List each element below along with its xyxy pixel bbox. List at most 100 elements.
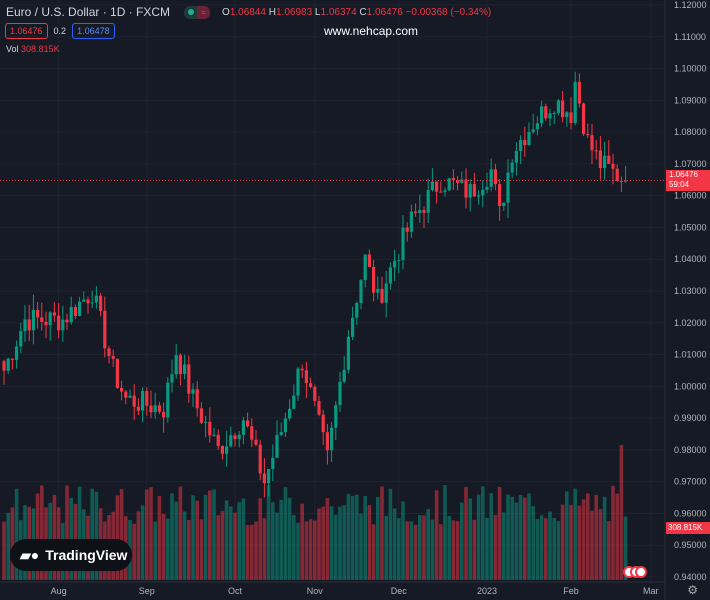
volume-bar: [569, 504, 573, 580]
volume-bar: [497, 487, 502, 580]
volume-bar: [153, 521, 157, 580]
candle-body: [86, 299, 90, 304]
ohlc-values: O1.06844 H1.06983 L1.06374 C1.06476 −0.0…: [222, 6, 492, 18]
y-tick-label: 1.04000: [674, 254, 707, 264]
volume-bar: [405, 521, 409, 580]
x-tick-label: Feb: [563, 586, 579, 596]
x-tick-label: 2023: [477, 586, 497, 596]
volume-bar: [317, 508, 321, 580]
y-tick-label: 1.03000: [674, 286, 707, 296]
volume-bar: [367, 505, 372, 580]
symbol-legend: Euro / U.S. Dollar · 1D · FXCM = O1.0684…: [6, 5, 491, 19]
volume-bar: [350, 495, 355, 580]
candle-body: [380, 288, 384, 303]
candle-body: [502, 202, 506, 207]
candle-body: [577, 81, 581, 104]
candle-body: [422, 210, 426, 213]
volume-bar: [237, 502, 241, 580]
y-tick-label: 1.02000: [674, 318, 707, 328]
candle-body: [2, 361, 6, 371]
candle-body: [220, 446, 224, 454]
candle-body: [166, 382, 170, 418]
volume-bar: [531, 506, 535, 580]
tradingview-icon: ▰●: [20, 546, 40, 563]
volume-bar: [300, 503, 304, 580]
candle-body: [300, 368, 304, 371]
candle-body: [498, 184, 502, 207]
tradingview-logo[interactable]: ▰● TradingView: [10, 539, 132, 571]
candle-body: [569, 112, 573, 123]
volume-bar: [77, 486, 82, 580]
volume-bar: [199, 519, 204, 580]
volume-bar: [489, 493, 493, 580]
candle-body: [283, 418, 287, 433]
volume-bar: [191, 495, 195, 580]
candle-body: [338, 381, 342, 406]
volume-bar: [384, 515, 388, 580]
candle-body: [191, 389, 195, 394]
candle-body: [99, 295, 103, 311]
y-tick-label: 0.98000: [674, 445, 707, 455]
candle-body: [472, 184, 476, 197]
candle-body: [519, 140, 523, 152]
candle-body: [288, 408, 292, 419]
candle-body: [401, 227, 405, 261]
sell-button[interactable]: 1.06476: [5, 23, 48, 39]
volume-bar: [439, 524, 443, 580]
volume-bar: [115, 495, 120, 580]
candle-body: [418, 210, 422, 213]
volume-bar: [392, 508, 397, 580]
candle-body: [267, 469, 271, 484]
candle-body: [535, 123, 539, 130]
y-tick-label: 1.11000: [674, 32, 706, 42]
watermark: www.nehcap.com: [324, 24, 419, 38]
candle-body: [359, 280, 363, 304]
buy-button[interactable]: 1.06478: [72, 23, 115, 39]
volume-bar: [212, 489, 216, 580]
volume-bar: [6, 512, 10, 580]
candle-body: [481, 189, 485, 196]
volume-bar: [182, 511, 187, 580]
market-status-pill[interactable]: =: [184, 5, 211, 19]
candle-body: [342, 369, 346, 382]
candle-body: [409, 211, 413, 232]
candle-body: [258, 444, 262, 474]
candle-body: [506, 172, 510, 203]
volume-bar: [132, 523, 136, 580]
candle-body: [603, 155, 607, 169]
volume-bar: [287, 497, 292, 580]
volume-bar: [560, 504, 565, 580]
candle-body: [388, 267, 392, 284]
volume-bar: [539, 515, 544, 580]
candle-body: [279, 432, 283, 435]
volume-bar: [556, 521, 561, 580]
volume-bar: [266, 485, 271, 580]
volume-bar: [590, 510, 594, 580]
volume-bar: [443, 485, 447, 580]
candle-body: [225, 446, 229, 454]
volume-bar: [418, 515, 422, 580]
settings-gear-icon[interactable]: ⚙: [687, 583, 698, 597]
candle-body: [82, 299, 86, 302]
candle-body: [103, 310, 107, 349]
candle-body: [325, 432, 329, 451]
candle-body: [590, 135, 594, 151]
volume-bar: [447, 515, 451, 580]
symbol-title[interactable]: Euro / U.S. Dollar · 1D · FXCM: [6, 5, 171, 19]
candle-body: [120, 387, 124, 392]
candle-body: [292, 395, 296, 409]
volume-bar: [245, 524, 250, 580]
candle-body: [241, 420, 245, 435]
volume-bar: [174, 501, 178, 580]
y-tick-label: 1.06000: [674, 191, 707, 201]
x-tick-label: Mar: [643, 586, 659, 596]
volume-bar: [346, 493, 351, 580]
volume-bar: [145, 489, 149, 580]
volume-bar: [149, 487, 153, 580]
candle-body: [384, 283, 388, 303]
candle-body: [296, 368, 300, 396]
candle-body: [10, 358, 14, 360]
candle-body: [69, 307, 73, 323]
candle-body: [594, 150, 598, 152]
